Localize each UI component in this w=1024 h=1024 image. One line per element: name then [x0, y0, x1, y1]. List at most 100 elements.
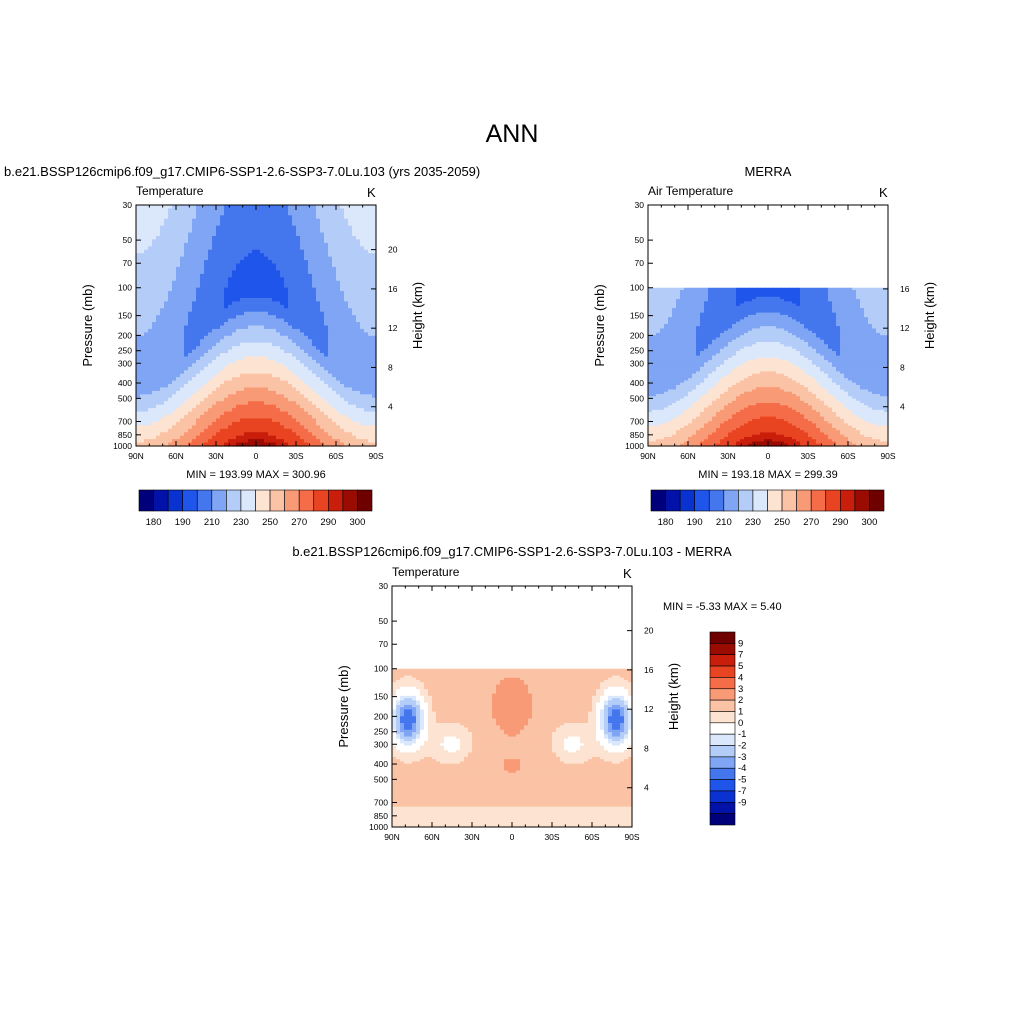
model-contour-cell [220, 322, 225, 327]
model-contour-cell [356, 301, 361, 306]
obs-contour-cell [688, 308, 693, 311]
model-contour-cell [228, 384, 233, 389]
model-contour-cell [176, 291, 181, 296]
model-contour-cell [280, 349, 285, 354]
model-contour-cell [220, 377, 225, 382]
model-contour-cell [160, 297, 165, 302]
model-contour-cell [212, 332, 217, 337]
model-contour-cell [200, 439, 205, 444]
model-contour-cell [136, 229, 141, 234]
model-contour-cell [140, 277, 145, 282]
model-contour-cell [152, 377, 157, 382]
model-contour-cell [148, 284, 153, 289]
model-contour-cell [244, 297, 249, 302]
model-contour-cell [188, 294, 193, 299]
model-contour-cell [264, 280, 269, 285]
model-contour-cell [172, 263, 177, 268]
obs-contour-cell [660, 305, 665, 309]
model-contour-cell [356, 359, 361, 364]
model-contour-cell [256, 208, 261, 213]
model-contour-cell [328, 301, 333, 306]
model-contour-cell [148, 435, 153, 440]
model-contour-cell [312, 339, 317, 344]
model-contour-cell [360, 256, 365, 261]
obs-contour-cell [700, 305, 705, 309]
model-contour-cell [228, 380, 233, 385]
model-contour-cell [248, 335, 253, 340]
model-contour-cell [248, 356, 253, 361]
model-contour-cell [268, 397, 273, 402]
model-contour-cell [180, 270, 185, 275]
model-contour-cell [280, 380, 285, 385]
model-contour-cell [316, 380, 321, 385]
model-contour-cell [172, 346, 177, 351]
model-contour-cell [304, 384, 309, 389]
model-contour-cell [236, 377, 241, 382]
model-contour-cell [204, 363, 209, 368]
model-contour-cell [308, 411, 313, 416]
model-contour-cell [356, 304, 361, 309]
obs-contour-cell [836, 305, 841, 309]
model-contour-cell [352, 390, 357, 395]
model-contour-cell [232, 297, 237, 302]
model-contour-cell [148, 291, 153, 296]
model-contour-cell [316, 408, 321, 413]
model-contour-cell [272, 359, 277, 364]
model-contour-cell [292, 304, 297, 309]
obs-contour-cell [812, 310, 817, 314]
model-contour-cell [184, 325, 189, 330]
model-contour-cell [272, 235, 277, 241]
model-contour-cell [244, 270, 249, 275]
model-contour-cell [364, 428, 369, 433]
model-contour-cell [316, 263, 321, 268]
model-contour-cell [356, 425, 361, 430]
model-contour-cell [220, 235, 225, 241]
model-contour-cell [228, 304, 233, 309]
model-y2-tick-label: 20 [388, 245, 398, 255]
model-contour-cell [364, 229, 369, 234]
model-contour-cell [196, 370, 201, 375]
model-contour-cell [364, 411, 369, 416]
obs-contour-cell [772, 296, 777, 300]
model-contour-cell [172, 322, 177, 327]
model-contour-cell [356, 232, 361, 237]
model-contour-cell [252, 435, 257, 440]
model-contour-cell [248, 211, 253, 216]
model-contour-cell [324, 325, 329, 330]
model-contour-cell [332, 435, 337, 440]
model-contour-cell [336, 332, 341, 337]
model-contour-cell [272, 387, 277, 392]
model-contour-cell [280, 332, 285, 337]
model-contour-cell [292, 418, 297, 423]
model-contour-cell [288, 270, 293, 275]
model-contour-cell [280, 387, 285, 392]
model-contour-cell [332, 415, 337, 420]
model-contour-cell [180, 415, 185, 420]
model-contour-cell [220, 342, 225, 347]
model-contour-cell [300, 232, 305, 237]
model-contour-cell [292, 294, 297, 299]
model-contour-cell [208, 359, 213, 364]
model-contour-cell [208, 439, 213, 444]
model-contour-cell [136, 411, 141, 416]
obs-contour-cell [720, 310, 725, 314]
model-contour-cell [224, 287, 229, 292]
model-contour-cell [284, 425, 289, 430]
model-contour-cell [348, 397, 353, 402]
model-contour-cell [324, 339, 329, 344]
model-contour-cell [272, 270, 277, 275]
model-contour-cell [208, 304, 213, 309]
model-contour-cell [276, 397, 281, 402]
model-contour-cell [240, 394, 245, 399]
model-contour-cell [136, 277, 141, 282]
model-contour-cell [308, 397, 313, 402]
model-contour-cell [340, 246, 345, 251]
obs-contour-cell [796, 294, 801, 298]
model-variable-label: Temperature [136, 184, 204, 198]
model-contour-cell [284, 208, 289, 213]
model-contour-cell [344, 342, 349, 347]
model-contour-cell [212, 421, 217, 426]
model-contour-cell [148, 308, 153, 313]
model-contour-cell [192, 222, 197, 227]
model-contour-cell [176, 401, 181, 406]
